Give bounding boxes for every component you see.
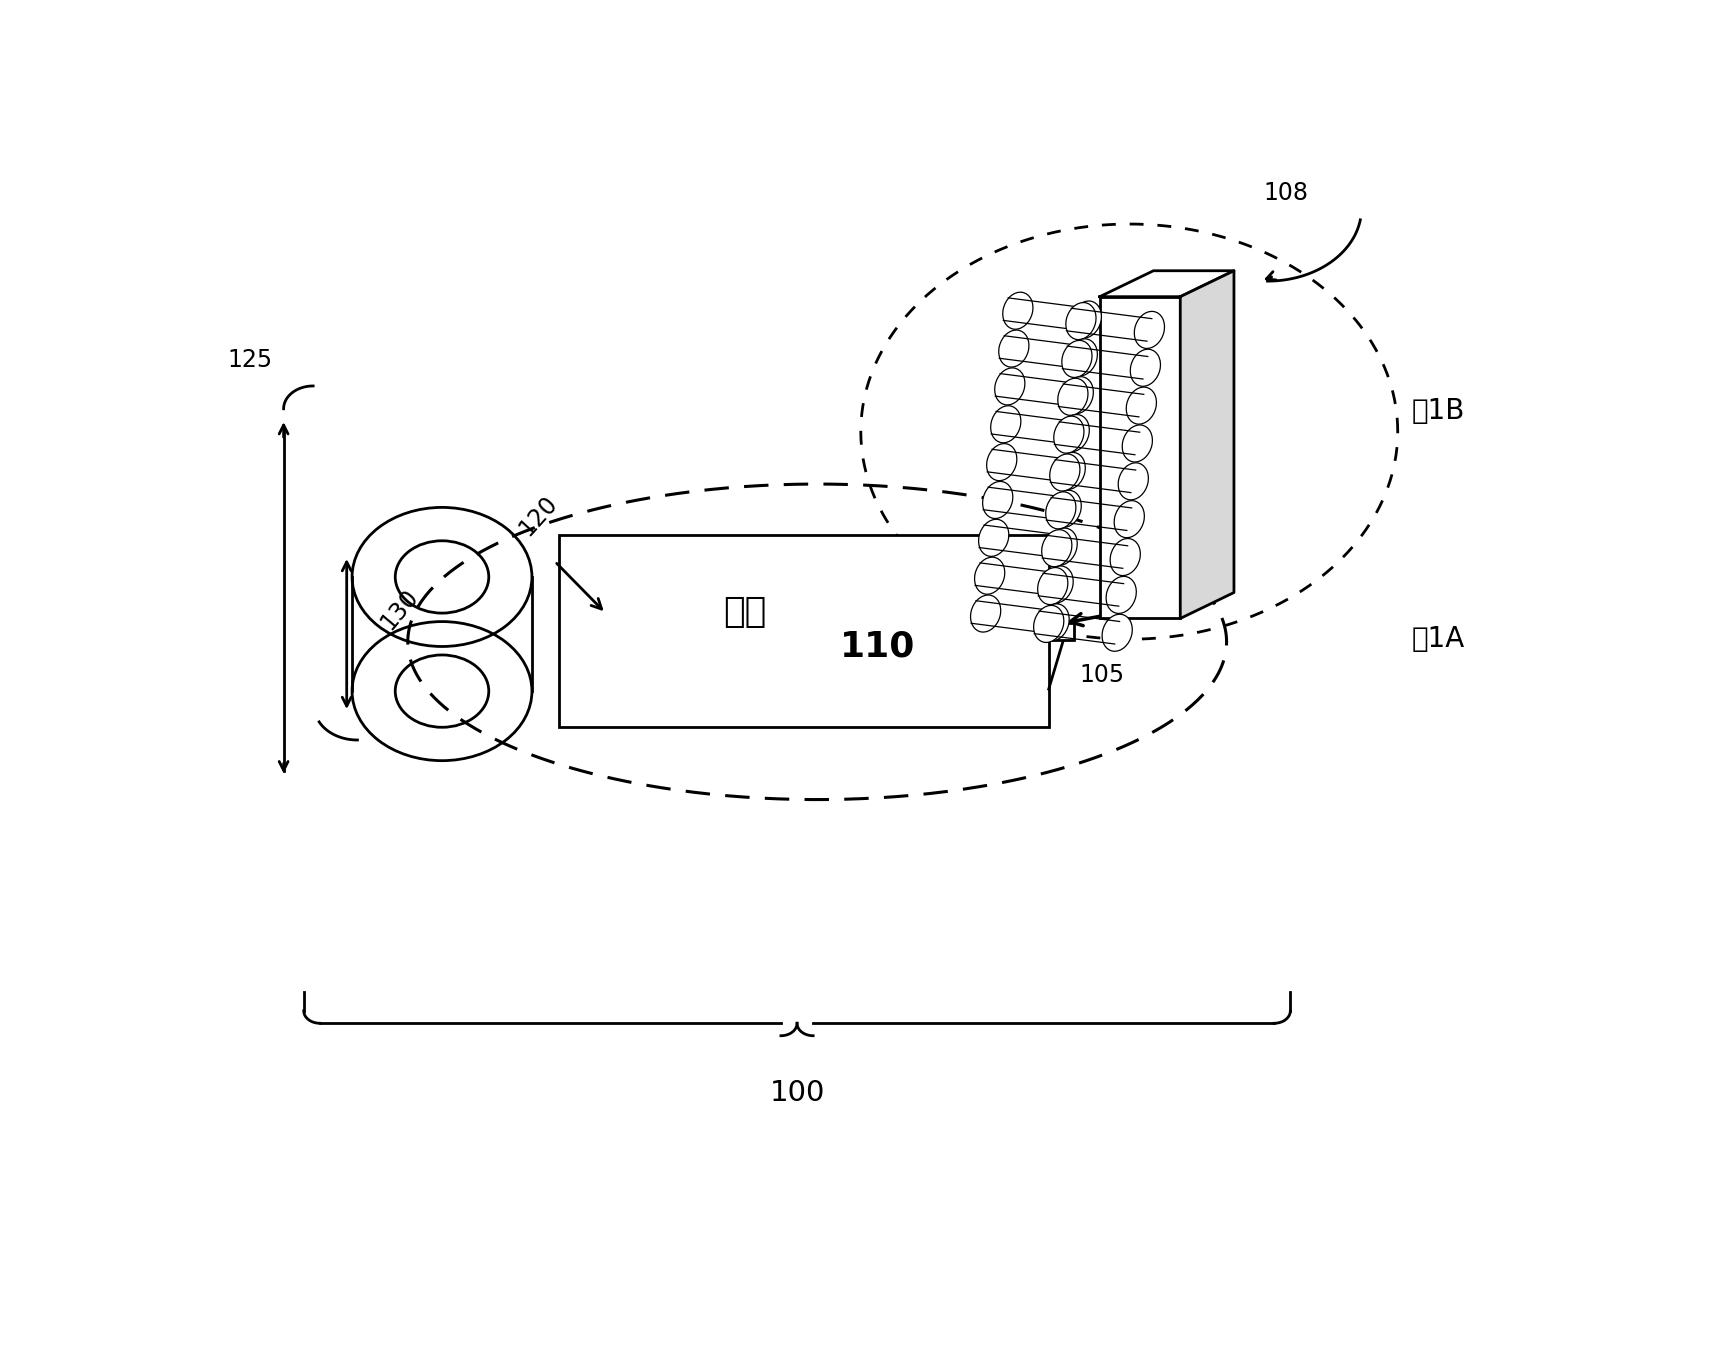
Ellipse shape [1131,349,1160,387]
Ellipse shape [1053,417,1084,453]
Text: 120: 120 [514,491,563,541]
Polygon shape [1179,271,1233,619]
Ellipse shape [1041,530,1072,566]
Ellipse shape [1110,538,1140,576]
Ellipse shape [1134,311,1164,348]
Ellipse shape [1051,491,1081,527]
Ellipse shape [991,406,1020,442]
Ellipse shape [1119,462,1148,500]
Ellipse shape [982,481,1013,519]
Ellipse shape [1065,302,1096,340]
Ellipse shape [1070,301,1102,338]
Ellipse shape [1050,454,1081,491]
Ellipse shape [1034,605,1063,643]
Ellipse shape [975,557,1005,594]
Polygon shape [1100,271,1233,297]
Ellipse shape [1126,387,1157,425]
Ellipse shape [994,368,1025,404]
Bar [559,535,1048,728]
Text: 探头: 探头 [724,596,767,630]
Text: 130: 130 [376,584,423,634]
Ellipse shape [1043,566,1074,603]
Text: 108: 108 [1263,182,1308,205]
Text: 图1B: 图1B [1412,396,1465,425]
Ellipse shape [970,594,1001,632]
Ellipse shape [999,330,1029,367]
Ellipse shape [1055,453,1086,489]
Ellipse shape [1063,376,1093,414]
Bar [1100,297,1179,619]
Ellipse shape [1102,615,1133,651]
Text: 125: 125 [227,349,274,372]
Ellipse shape [1003,293,1032,329]
Text: 110: 110 [840,630,914,663]
Ellipse shape [1039,604,1069,640]
Text: 105: 105 [1079,663,1124,686]
Ellipse shape [1122,425,1152,462]
Ellipse shape [1062,341,1091,377]
Ellipse shape [1058,379,1088,415]
Ellipse shape [1046,492,1076,528]
Ellipse shape [987,443,1017,481]
Text: 图1A: 图1A [1412,625,1465,654]
Ellipse shape [1107,577,1136,613]
Ellipse shape [1067,338,1098,376]
Ellipse shape [1114,500,1145,538]
Ellipse shape [1037,568,1069,605]
Text: 100: 100 [769,1080,824,1107]
Ellipse shape [979,519,1008,557]
Bar [1053,623,1074,640]
Ellipse shape [1048,528,1077,565]
Ellipse shape [1060,415,1089,452]
